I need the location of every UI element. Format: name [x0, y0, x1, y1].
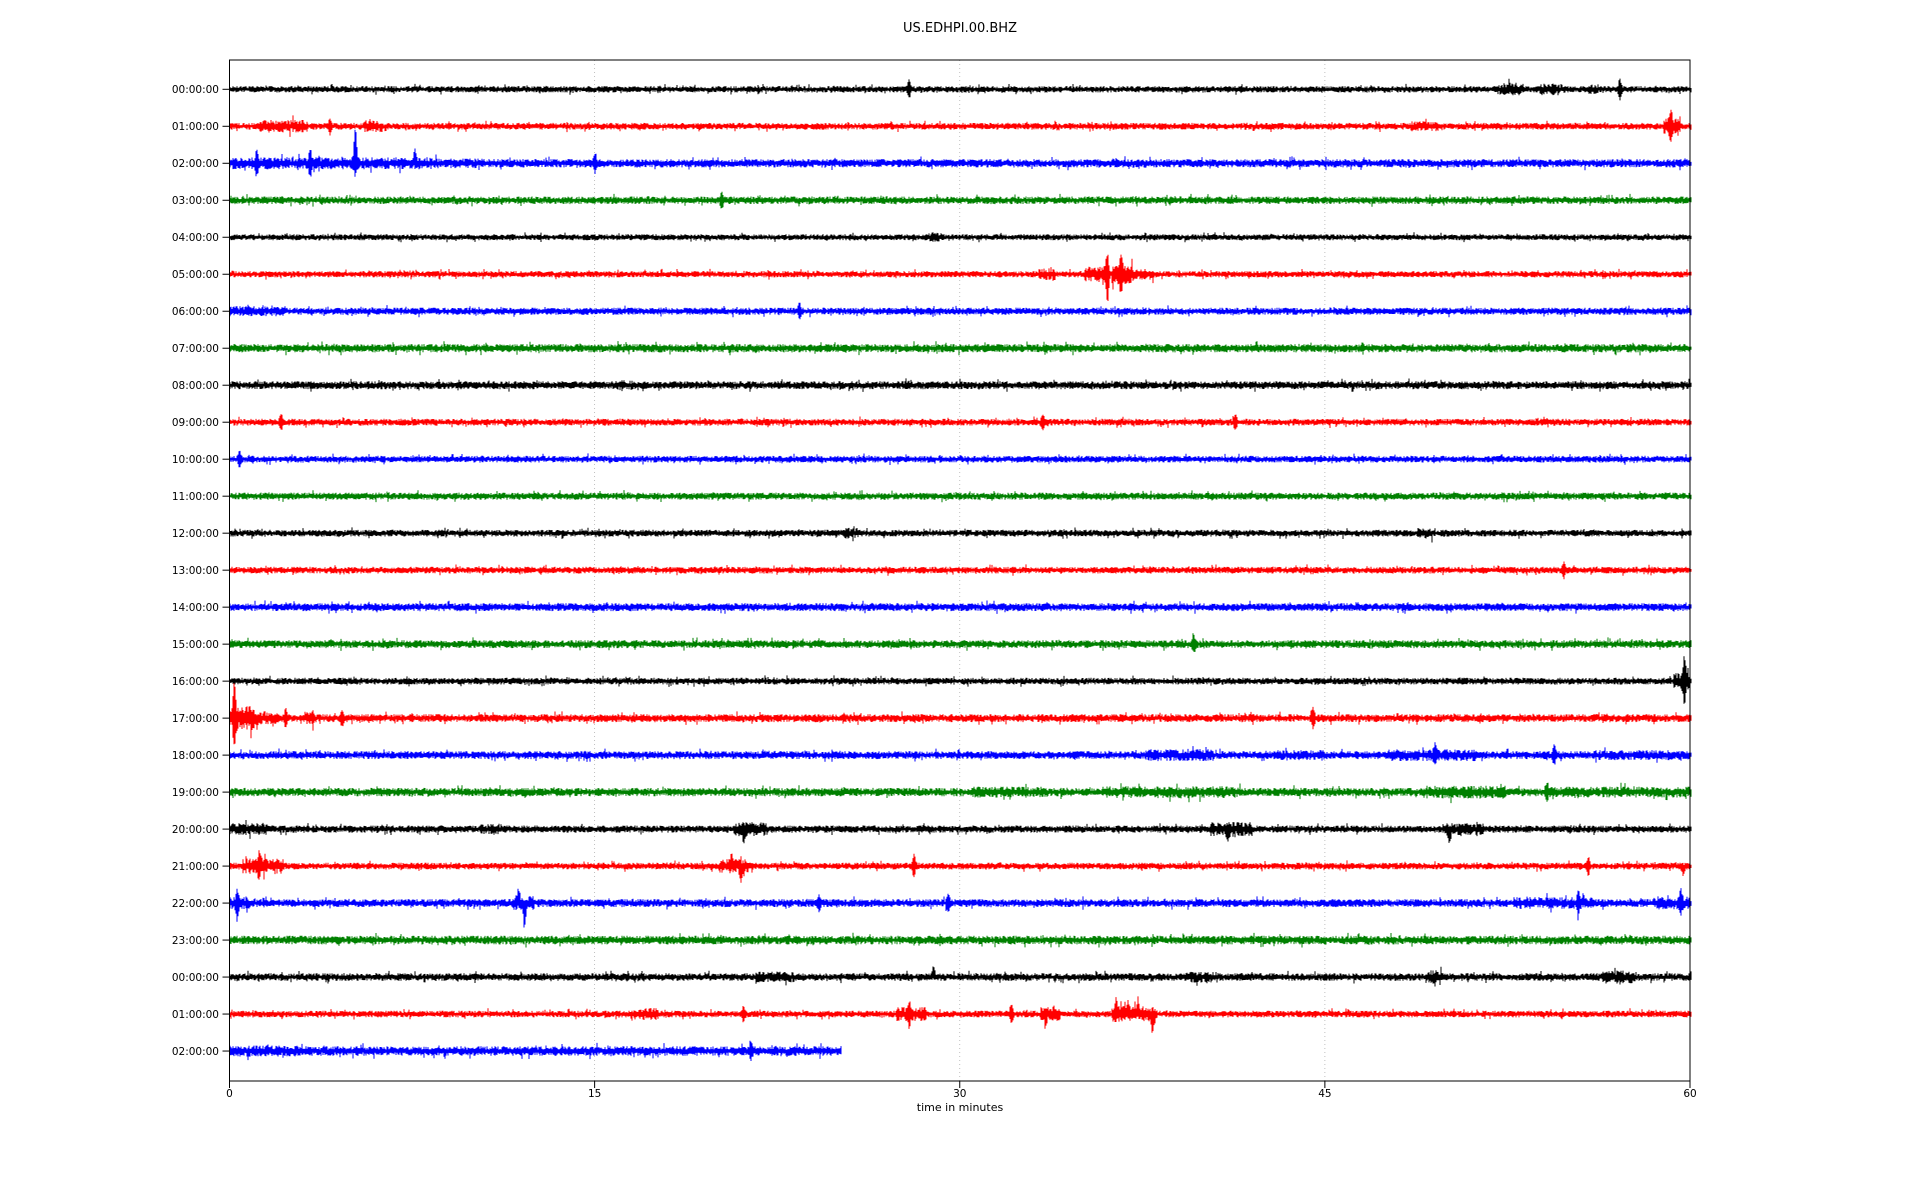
trace-row-13	[229, 561, 1692, 580]
y-tick-label: 02:00:00	[172, 158, 219, 170]
trace-row-5	[229, 254, 1692, 301]
y-tick-label: 12:00:00	[172, 528, 219, 540]
y-tick-label: 18:00:00	[172, 750, 219, 762]
y-tick-label: 09:00:00	[172, 417, 219, 429]
x-tick-label: 60	[1683, 1088, 1696, 1100]
trace-row-3	[229, 191, 1692, 209]
y-tick-label: 10:00:00	[172, 454, 219, 466]
y-tick-label: 01:00:00	[172, 1009, 219, 1021]
trace-row-9	[229, 414, 1692, 431]
x-tick-label: 0	[226, 1088, 233, 1100]
y-tick-label: 05:00:00	[172, 269, 219, 281]
trace-row-1	[229, 109, 1692, 142]
x-tick-label: 15	[588, 1088, 601, 1100]
trace-row-6	[229, 302, 1692, 320]
trace-row-25	[229, 996, 1692, 1033]
y-tick-label: 17:00:00	[172, 713, 219, 725]
y-tick-label: 01:00:00	[172, 121, 219, 133]
y-tick-label: 13:00:00	[172, 565, 219, 577]
y-tick-label: 16:00:00	[172, 676, 219, 688]
x-tick-label: 30	[953, 1088, 966, 1100]
y-tick-label: 07:00:00	[172, 343, 219, 355]
y-tick-label: 20:00:00	[172, 824, 219, 836]
y-tick-label: 23:00:00	[172, 935, 219, 947]
y-tick-label: 06:00:00	[172, 306, 219, 318]
trace-row-4	[229, 232, 1692, 243]
trace-row-14	[229, 600, 1692, 614]
chart-title: US.EDHPI.00.BHZ	[903, 21, 1017, 36]
trace-row-17	[229, 683, 1692, 745]
trace-row-26	[229, 1040, 842, 1061]
y-tick-label: 00:00:00	[172, 972, 219, 984]
y-tick-label: 03:00:00	[172, 195, 219, 207]
y-tick-label: 04:00:00	[172, 232, 219, 244]
trace-row-20	[229, 820, 1692, 844]
x-tick-label: 45	[1318, 1088, 1331, 1100]
trace-row-18	[229, 742, 1692, 765]
y-tick-label: 00:00:00	[172, 84, 219, 96]
trace-row-8	[229, 378, 1692, 392]
y-tick-label: 08:00:00	[172, 380, 219, 392]
x-axis-title: time in minutes	[916, 1101, 1004, 1114]
y-tick-label: 11:00:00	[172, 491, 219, 503]
trace-row-12	[229, 526, 1692, 543]
trace-row-22	[229, 888, 1692, 928]
trace-row-2	[229, 129, 1692, 177]
trace-row-23	[229, 932, 1692, 948]
y-tick-label: 19:00:00	[172, 787, 219, 799]
trace-row-0	[229, 78, 1692, 101]
trace-row-19	[229, 782, 1692, 804]
y-tick-label: 21:00:00	[172, 861, 219, 873]
y-tick-label: 14:00:00	[172, 602, 219, 614]
trace-row-15	[229, 633, 1692, 652]
trace-row-7	[229, 341, 1692, 356]
y-tick-label: 15:00:00	[172, 639, 219, 651]
trace-row-10	[229, 450, 1692, 468]
trace-row-16	[229, 656, 1692, 704]
trace-row-11	[229, 490, 1692, 503]
y-tick-label: 22:00:00	[172, 898, 219, 910]
y-tick-label: 02:00:00	[172, 1046, 219, 1058]
trace-row-21	[229, 850, 1692, 883]
trace-row-24	[229, 966, 1692, 987]
